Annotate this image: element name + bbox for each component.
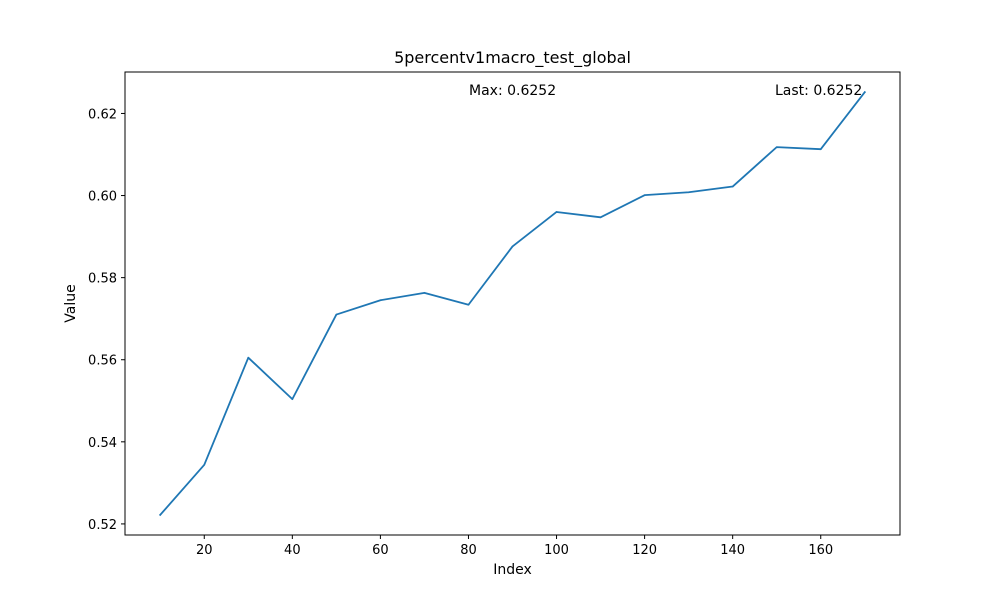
data-point (423, 292, 426, 294)
x-axis-label: Index (493, 562, 532, 578)
data-point (599, 216, 602, 219)
data-point (335, 313, 338, 316)
x-tick-label: 100 (544, 543, 569, 558)
y-tick-label: 0.58 (88, 272, 117, 287)
x-tick-label: 120 (632, 543, 657, 558)
y-tick-label: 0.52 (88, 518, 117, 533)
last-annotation: Last: 0.6252 (775, 83, 862, 99)
x-tick-label: 60 (372, 543, 389, 558)
x-tick-label: 20 (196, 543, 213, 558)
data-point (643, 194, 646, 196)
data-point (819, 148, 822, 150)
data-point (159, 514, 162, 516)
max-annotation: Max: 0.6252 (469, 83, 556, 99)
x-tick-label: 140 (720, 543, 745, 558)
data-point (731, 185, 734, 188)
y-axis-ticks: 0.52 0.54 0.56 0.58 0.60 0.62 (88, 107, 125, 533)
y-tick-label: 0.60 (88, 190, 117, 205)
chart-title: 5percentv1macro_test_global (394, 48, 631, 68)
data-point (863, 91, 866, 93)
data-point (555, 211, 558, 213)
data-point (379, 299, 382, 302)
data-point (687, 191, 690, 194)
y-axis-label: Value (63, 284, 79, 322)
data-point (775, 146, 778, 148)
series-layer (158, 90, 867, 517)
data-point (467, 303, 470, 306)
y-tick-label: 0.62 (88, 107, 117, 122)
y-tick-label: 0.54 (88, 436, 117, 451)
data-point (247, 356, 250, 359)
x-tick-label: 80 (460, 543, 477, 558)
x-tick-label: 160 (808, 543, 833, 558)
data-point (203, 464, 206, 466)
plot-area: 20 40 60 80 100 120 140 160 0.52 0.54 0.56 0.58 0.6… (88, 71, 901, 558)
data-point (291, 398, 294, 400)
x-tick-label: 40 (284, 543, 301, 558)
plot-frame (124, 71, 901, 536)
x-axis-ticks: 20 40 60 80 100 120 140 160 (196, 535, 833, 558)
y-tick-label: 0.56 (88, 354, 117, 369)
data-point (511, 245, 514, 248)
